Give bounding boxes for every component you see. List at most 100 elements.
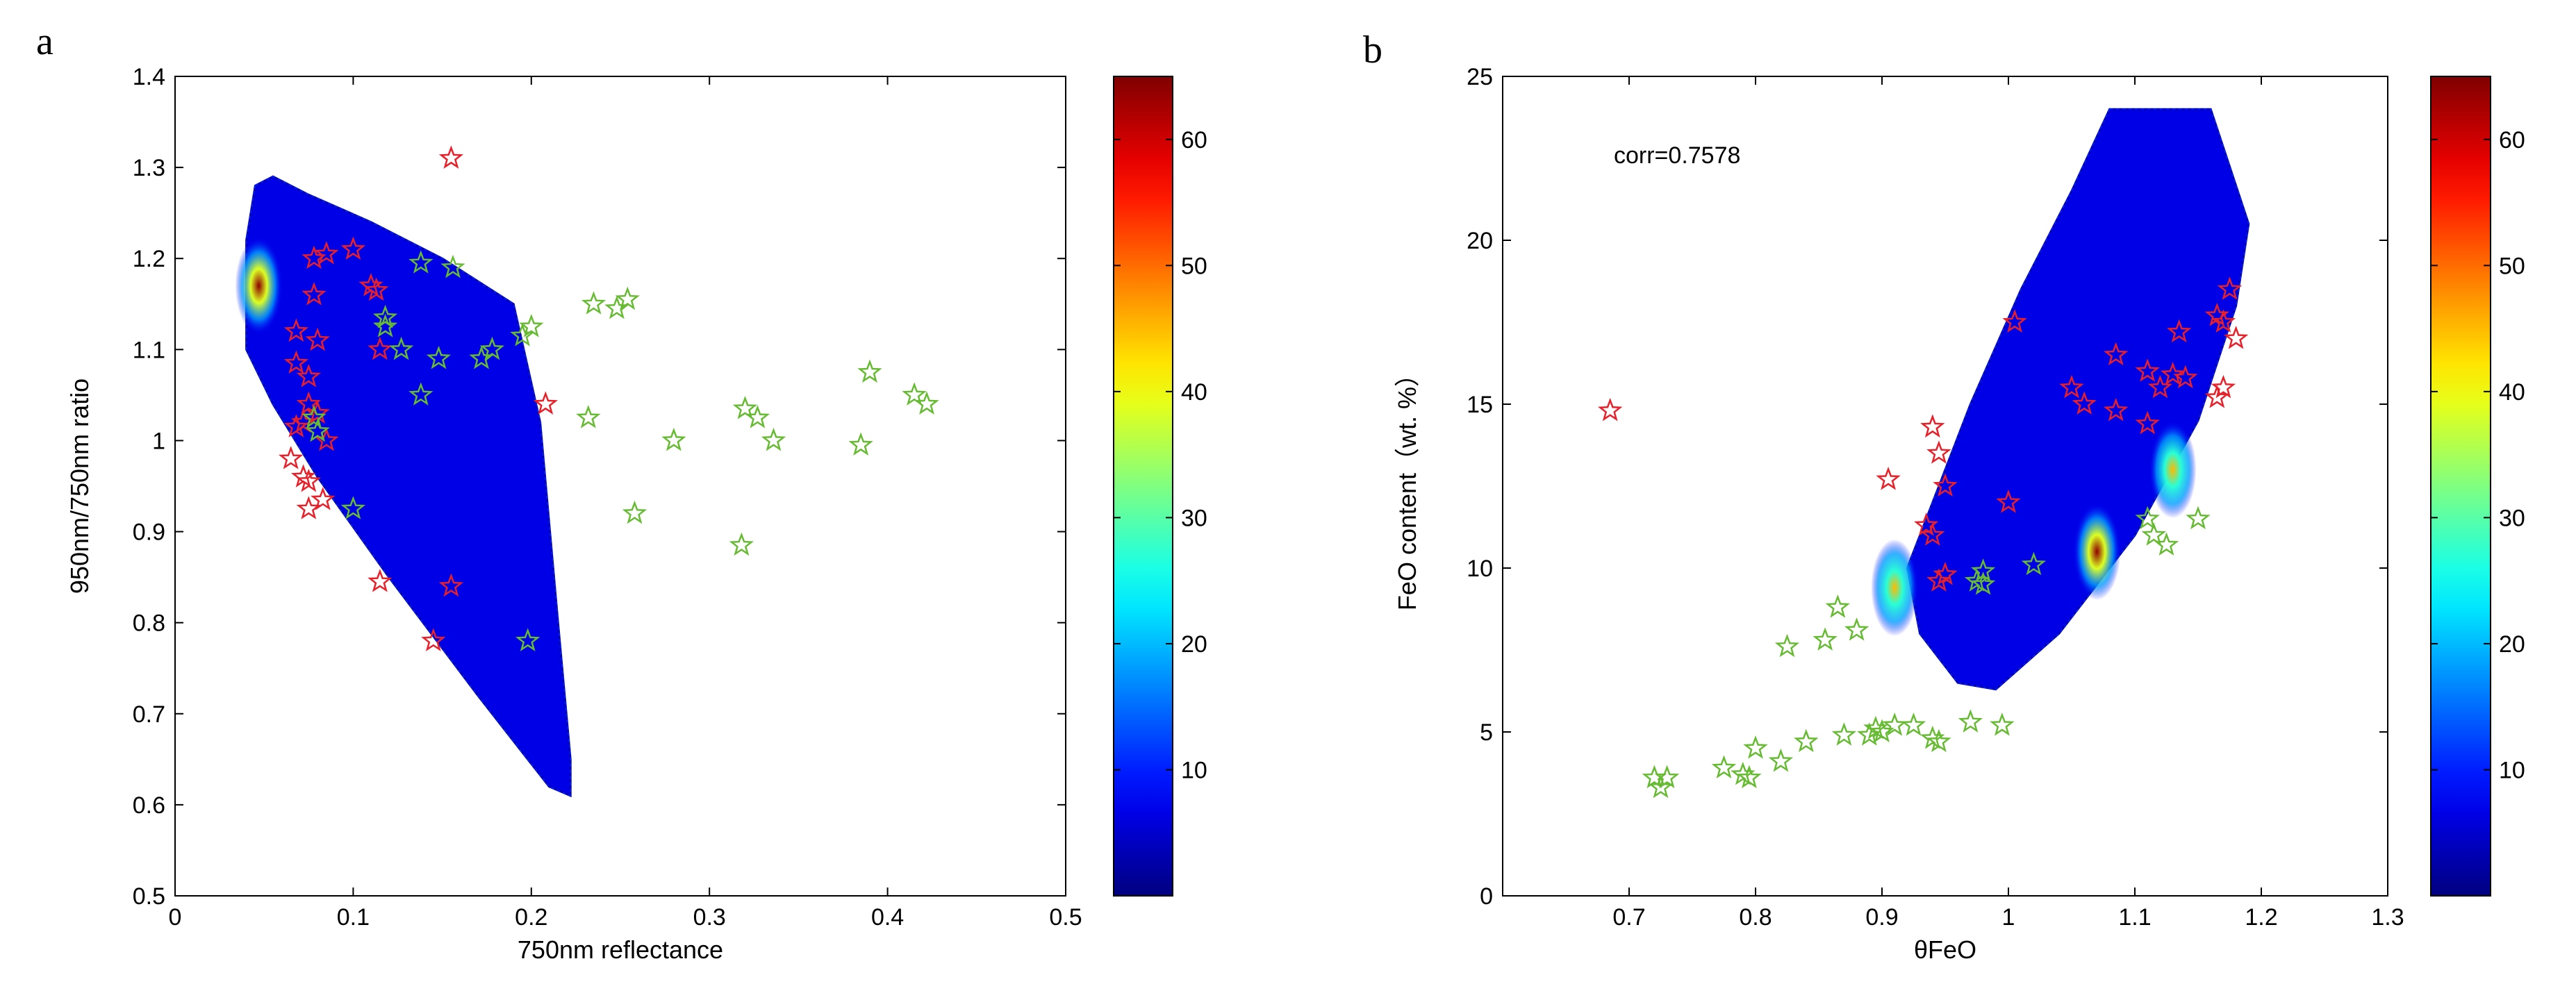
data-point-star (1996, 490, 2021, 513)
data-point-star (426, 345, 452, 369)
data-point-star (2211, 309, 2236, 333)
series-red-stars (1598, 276, 2249, 592)
x-tick-label: 0.7 (1612, 904, 1645, 931)
x-tick-label: 1.3 (2371, 904, 2404, 931)
data-point-star (2166, 319, 2192, 343)
data-point-star (2217, 276, 2243, 300)
data-point-star (368, 336, 393, 360)
data-point-star (302, 405, 327, 428)
data-point-star (408, 250, 434, 274)
data-point-star (305, 327, 330, 351)
colorbar-tick-label: 60 (2499, 127, 2525, 153)
x-axis-label: θFeO (1914, 935, 1976, 964)
data-point-star (2154, 532, 2179, 556)
colorbar: 10 20 30 40 50 60 (2430, 76, 2525, 897)
y-tick-label: 1.4 (133, 64, 165, 90)
y-tick-label: 0.7 (133, 701, 165, 728)
y-tick-label: 0 (1480, 883, 1493, 910)
data-point-star (1990, 712, 2015, 736)
data-point-star (2135, 358, 2160, 382)
data-point-star (510, 323, 535, 347)
data-point-star (278, 446, 304, 469)
y-tick-label: 0.9 (133, 519, 165, 546)
data-point-star (1711, 755, 1737, 779)
chart-a: 0 0.1 0.2 0.3 0.4 0.5 0.5 0.6 0.7 0.8 0.9 1 1.1 1.2 1.… (65, 64, 1207, 964)
series-green-stars (1642, 506, 2211, 799)
data-point-star (902, 382, 927, 406)
data-point-star (761, 427, 786, 451)
data-point-star (581, 291, 606, 315)
data-point-star (311, 487, 336, 510)
x-tick-label: 0.4 (871, 904, 904, 931)
data-point-star (2147, 374, 2173, 399)
data-point-star (1648, 774, 1674, 799)
colorbar-tick-label: 20 (2499, 631, 2525, 658)
y-tick-label: 0.8 (133, 610, 165, 637)
density-hotspot (2073, 503, 2121, 601)
y-tick-label: 5 (1480, 719, 1493, 746)
data-point-star (389, 336, 414, 360)
y-tick-label: 1 (152, 428, 165, 454)
data-point-star (2103, 342, 2129, 366)
x-tick-label: 0.9 (1865, 904, 1898, 931)
data-point-star (1933, 561, 1958, 585)
x-axis-label: 750nm reflectance (518, 935, 723, 964)
data-point-star (515, 628, 540, 651)
data-point-star (302, 245, 327, 269)
x-tick-label: 0.3 (693, 904, 726, 931)
data-point-star (1958, 709, 1983, 733)
colorbar-tick-label: 50 (2499, 253, 2525, 279)
data-point-star (1926, 568, 1951, 592)
data-point-star (296, 496, 322, 519)
data-point-star (914, 391, 939, 415)
series-green-stars (302, 250, 939, 651)
data-point-star (440, 254, 465, 278)
colorbar-tick-label: 50 (1181, 253, 1207, 279)
data-point-star (2104, 397, 2129, 422)
data-point-star (368, 569, 393, 592)
density-hotspot (235, 237, 283, 335)
colorbar-tick-label: 40 (2499, 379, 2525, 406)
data-point-star (2173, 365, 2198, 389)
y-tick-label: 1.3 (133, 155, 165, 181)
data-point-star (2135, 506, 2160, 530)
data-point-star (729, 532, 754, 556)
colorbar-tick-label: 10 (2499, 757, 2525, 783)
data-point-star (745, 405, 770, 428)
data-point-star (2021, 551, 2047, 576)
density-field (1871, 108, 2250, 691)
data-point-star (372, 304, 398, 328)
data-point-star (1654, 765, 1680, 789)
data-point-star (2204, 303, 2230, 326)
data-point-star (1901, 712, 1926, 736)
y-tick-label: 10 (1467, 556, 1493, 582)
data-point-star (1844, 617, 1869, 641)
colorbar-tick-label: 30 (2499, 505, 2525, 531)
data-point-star (2160, 361, 2186, 385)
data-point-star (340, 496, 366, 519)
data-point-star (1737, 765, 1762, 789)
axes-frame (1502, 76, 2388, 897)
data-point-star (1882, 712, 1907, 736)
x-tick-label: 0.2 (515, 904, 547, 931)
colorbar-tick-label: 60 (1181, 127, 1207, 153)
data-point-star (848, 432, 873, 456)
data-point-star (519, 314, 544, 338)
x-tick-label: 1.1 (2118, 904, 2151, 931)
data-point-star (2135, 410, 2160, 435)
y-tick-label: 1.2 (133, 246, 165, 272)
colorbar-tick-label: 10 (1181, 757, 1207, 783)
data-point-star (1768, 748, 1794, 772)
data-point-star (296, 468, 321, 492)
x-tick-label: 0 (169, 904, 182, 931)
data-point-star (296, 364, 322, 388)
data-point-star (732, 396, 758, 419)
density-field (235, 175, 572, 798)
data-point-star (283, 318, 308, 342)
data-point-star (364, 277, 389, 301)
data-point-star (340, 236, 366, 260)
data-point-star (1598, 397, 1623, 422)
density-edge (245, 176, 571, 797)
data-point-star (1920, 414, 1945, 438)
